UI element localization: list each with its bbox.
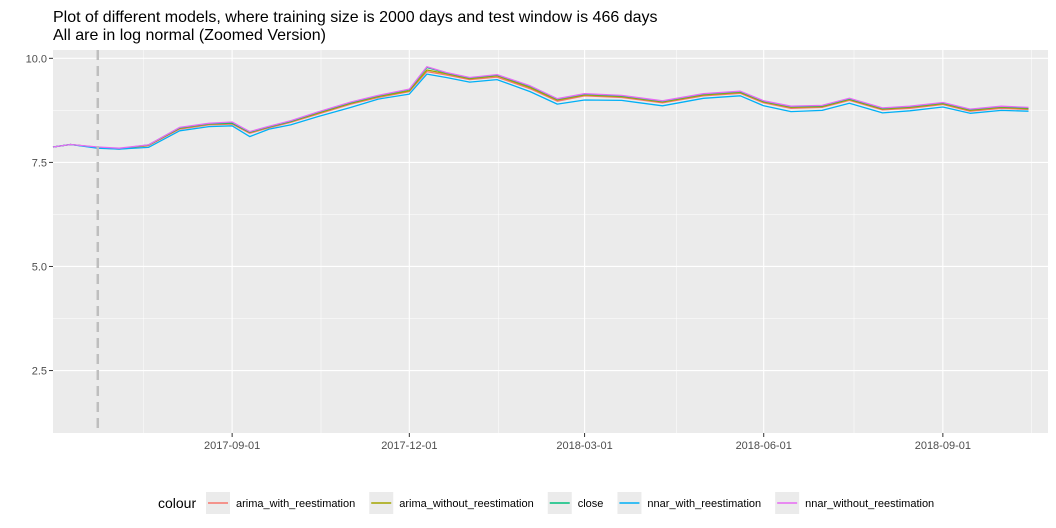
legend-item-nnar_with_reestimation: nnar_with_reestimation bbox=[617, 492, 761, 514]
legend-label: nnar_with_reestimation bbox=[647, 498, 761, 510]
series-line-arima_with_reestimation bbox=[52, 70, 1029, 150]
y-tick-label: 7.5 bbox=[32, 157, 47, 169]
x-tick-label: 2017-09-01 bbox=[204, 440, 260, 452]
x-tick-label: 2018-03-01 bbox=[556, 440, 612, 452]
series-lines bbox=[52, 66, 1029, 150]
legend-item-arima_with_reestimation: arima_with_reestimation bbox=[206, 492, 355, 514]
legend-title: colour bbox=[158, 495, 196, 511]
y-tick-label: 10.0 bbox=[26, 53, 47, 65]
legend-label: close bbox=[578, 498, 604, 510]
legend-label: nnar_without_reestimation bbox=[805, 498, 934, 510]
x-tick-label: 2018-06-01 bbox=[736, 440, 792, 452]
legend-item-close: close bbox=[547, 492, 604, 514]
x-axis: 2017-09-01 2017-12-01 2018-03-01 2018-06-01… bbox=[204, 433, 971, 452]
y-tick-label: 5.0 bbox=[32, 261, 47, 273]
legend-label: arima_without_reestimation bbox=[399, 498, 534, 510]
legend-item-arima_without_reestimation: arima_without_reestimation bbox=[369, 492, 534, 514]
legend-label: arima_with_reestimation bbox=[236, 498, 355, 510]
plot-panel bbox=[53, 50, 1048, 433]
x-tick-label: 2018-09-01 bbox=[915, 440, 971, 452]
legend-item-nnar_without_reestimation: nnar_without_reestimation bbox=[775, 492, 934, 514]
y-tick-label: 2.5 bbox=[32, 366, 47, 378]
x-tick-label: 2017-12-01 bbox=[381, 440, 437, 452]
y-axis: 2.5 5.0 7.5 10.0 bbox=[26, 53, 53, 378]
legend: colour arima_with_reestimation arima_with… bbox=[158, 492, 934, 514]
series-line-nnar_without_reestimation bbox=[52, 66, 1029, 149]
series-line-nnar_with_reestimation bbox=[52, 73, 1029, 150]
grid-minor bbox=[53, 50, 1048, 433]
grid-major bbox=[53, 50, 1048, 433]
chart-title: Plot of different models, where training… bbox=[53, 9, 657, 26]
chart-subtitle: All are in log normal (Zoomed Version) bbox=[53, 27, 326, 44]
